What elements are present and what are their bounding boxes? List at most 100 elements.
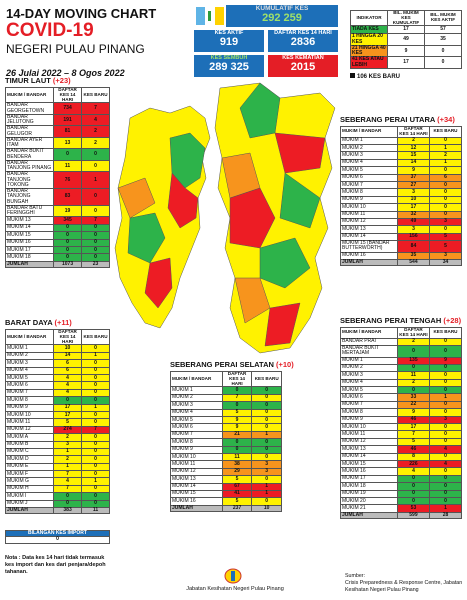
table-row: MUKIM 12 5 0 [340, 437, 463, 447]
daftar-value: 4 [53, 381, 83, 390]
baru-value: 0 [251, 423, 282, 432]
table-row: MUKIM 18 0 0 [340, 482, 463, 491]
baru-value: 2 [428, 151, 463, 160]
total-daftar: 383 [53, 507, 83, 515]
mukim-name: MUKIM 8 [4, 396, 55, 405]
value: 2836 [290, 36, 316, 48]
mukim-name: MUKIM 2 [4, 351, 55, 361]
period: 26 Julai 2022 – 8 Ogos 2022 [6, 68, 125, 78]
region-name: SEBERANG PERAI TENGAH [340, 316, 442, 325]
region-name: BARAT DAYA [5, 318, 53, 327]
legend-row: 1 HINGGA 20 KES 49 35 [350, 33, 462, 46]
total-baru: 10 [251, 504, 282, 512]
header-cell: MUKIM / BANDAR [170, 370, 223, 388]
mukim-name: MUKIM 14 [170, 482, 223, 491]
daftar-value: 2 [396, 378, 430, 388]
region-table: MUKIM / BANDAR DAFTAR KES 14 HARI KES BARU… [340, 327, 463, 519]
header-cell: DAFTAR KES 14 HARI [53, 328, 83, 346]
header-cell: MUKIM / BANDAR [340, 126, 398, 138]
mukim-name: MUKIM 5 [170, 415, 223, 425]
table-row: MUKIM 16 0 0 [4, 238, 110, 248]
daftar-value: 76 [53, 171, 83, 190]
daftar-value: 734 [53, 102, 83, 115]
map [114, 82, 336, 354]
daftar-value: 32 [396, 210, 430, 219]
daftar-value: 1 [53, 447, 83, 457]
baru-value: 1 [251, 489, 282, 499]
daftar-value: 2 [53, 433, 83, 442]
mukim-name: MUKIM 3 [4, 359, 55, 368]
daftar-value: 37 [396, 173, 430, 182]
mukim-name: MUKIM J [4, 499, 55, 509]
table-row: MUKIM 10 11 0 [170, 452, 282, 462]
daftar-value: 4 [53, 388, 83, 398]
mukim-name: MUKIM 11 [4, 418, 55, 427]
table-row: MUKIM 1 10 0 [4, 344, 110, 353]
header-cell: MUKIM / BANDAR [4, 86, 55, 104]
table-row: MUKIM 13 46 4 [340, 445, 463, 454]
mukim-name: MUKIM 1 [4, 344, 55, 353]
mukim-name: MUKIM 2 [340, 363, 398, 373]
table-row: MUKIM 2 14 1 [4, 351, 110, 361]
mukim-name: MUKIM E [4, 462, 55, 472]
header-cell: KES BARU [81, 86, 110, 104]
table-row: MUKIM 14 8 0 [340, 452, 463, 462]
daftar-value: 0 [396, 489, 430, 498]
baru-value: 0 [428, 400, 463, 410]
daftar-value: 7 [53, 484, 83, 494]
daftar-value: 0 [396, 386, 430, 395]
mukim-name: MUKIM 5 [340, 386, 398, 395]
daftar-value: 0 [396, 345, 430, 358]
baru-value: 0 [81, 359, 110, 368]
baru-value: 0 [81, 204, 110, 218]
mukim-name: MUKIM 2 [170, 393, 223, 403]
table-row: MUKIM 10 17 0 [4, 410, 110, 420]
table-row: MUKIM 11 7 0 [340, 430, 463, 439]
table-row: MUKIM 7 22 0 [340, 400, 463, 410]
mukim-name: MUKIM 8 [340, 188, 398, 197]
baru-value: 0 [81, 381, 110, 390]
mukim-name: BANDAR GELUGOR [4, 125, 55, 138]
daftar-value: 29 [221, 467, 253, 477]
daftar-value: 10 [396, 195, 430, 205]
table-header: MUKIM / BANDAR DAFTAR KES 14 HARI KES BARU [170, 370, 282, 388]
baru-value: 3 [428, 251, 463, 261]
daftar-value: 67 [221, 482, 253, 491]
mukim-name: MUKIM 1 [340, 356, 398, 365]
mukim-name: MUKIM 16 [4, 238, 55, 248]
new-cases-marker [350, 72, 355, 78]
total-baru: 34 [428, 258, 463, 267]
table-row: MUKIM 14 156 5 [340, 232, 463, 242]
table-row: MUKIM 16 4 0 [340, 467, 463, 476]
baru-value: 0 [251, 415, 282, 425]
legend-cumulative: 17 [387, 25, 425, 35]
daftar-value: 9 [221, 423, 253, 432]
source: Sumber: Crisis Preparedness & Response C… [345, 573, 463, 594]
legend-active: 35 [424, 33, 462, 46]
stats-panel: KUMULATIF KES 292 259 KES AKTIF 919 DAFT… [194, 5, 340, 77]
mukim-name: MUKIM 4 [170, 408, 223, 418]
source-label: Sumber: [345, 573, 366, 579]
total-daftar: 599 [396, 511, 430, 519]
mukim-name: MUKIM 19 [340, 489, 398, 498]
mukim-name: MUKIM 12 [340, 217, 398, 227]
mukim-name: MUKIM 18 [340, 482, 398, 491]
legend-label: 41 KES ATAU LEBIH [350, 56, 388, 69]
import-value: 0 [5, 536, 110, 544]
new-cases-text: 106 KES BARU [357, 73, 401, 80]
daftar-value: 38 [221, 460, 253, 469]
baru-value: 0 [428, 345, 463, 358]
mukim-name: MUKIM 14 [4, 223, 55, 233]
baru-value: 0 [428, 437, 463, 447]
mukim-name: MUKIM 1 [340, 136, 398, 146]
mukim-name: MUKIM 2 [340, 143, 398, 153]
mukim-name: MUKIM 4 [4, 366, 55, 376]
daftar-value: 3 [53, 440, 83, 449]
daftar-value: 0 [396, 482, 430, 491]
daftar-value: 84 [396, 240, 430, 253]
daftar-value: 46 [396, 415, 430, 425]
